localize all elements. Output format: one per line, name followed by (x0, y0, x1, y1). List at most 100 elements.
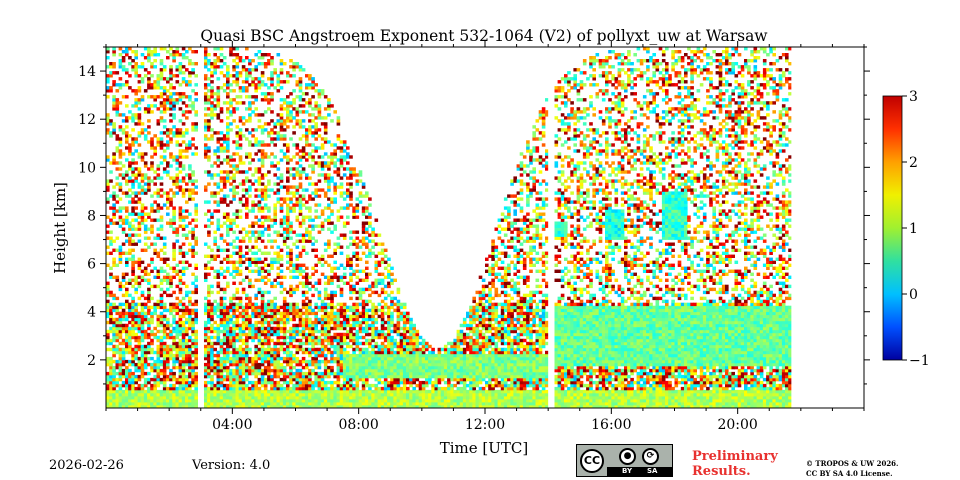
heatmap-cell (235, 308, 240, 313)
heatmap-cell (166, 77, 170, 81)
heatmap-cell (229, 396, 233, 400)
heatmap-cell (194, 396, 198, 400)
heatmap-cell (327, 405, 331, 409)
heatmap-cell (286, 353, 290, 358)
heatmap-cell (222, 338, 227, 343)
heatmap-cell (112, 122, 116, 126)
heatmap-cell (286, 396, 290, 400)
heatmap-cell (226, 389, 230, 394)
heatmap-cell (282, 236, 287, 240)
heatmap-cell (191, 393, 195, 397)
heatmap-cell (178, 206, 183, 210)
heatmap-cell (273, 320, 277, 325)
heatmap-cell (153, 362, 157, 367)
heatmap-cell (254, 269, 258, 273)
heatmap-cell (172, 326, 176, 331)
heatmap-cell (226, 347, 230, 352)
heatmap-cell (305, 266, 309, 270)
heatmap-cell (346, 332, 350, 337)
heatmap-cell (207, 260, 211, 264)
heatmap-cell (166, 131, 170, 135)
heatmap-cell (346, 281, 350, 285)
heatmap-cell (238, 323, 243, 328)
heatmap-cell (289, 362, 293, 367)
heatmap-cell (323, 206, 328, 210)
heatmap-cell (355, 389, 360, 394)
heatmap-cell (260, 140, 265, 144)
heatmap-cell (292, 308, 296, 313)
heatmap-cell (181, 167, 186, 171)
heatmap-cell (166, 50, 170, 54)
heatmap-cell (143, 302, 148, 307)
heatmap-cell (232, 353, 236, 358)
heatmap-cell (292, 143, 296, 147)
heatmap-cell (125, 104, 129, 108)
heatmap-cell (222, 215, 227, 219)
heatmap-cell (134, 149, 138, 153)
heatmap-cell (311, 95, 315, 99)
heatmap-cell (336, 380, 341, 385)
heatmap-cell (365, 377, 369, 382)
heatmap-cell (260, 399, 265, 403)
heatmap-cell (216, 389, 221, 394)
heatmap-cell (210, 173, 214, 177)
heatmap-cell (210, 266, 214, 270)
heatmap-cell (270, 308, 274, 313)
heatmap-cell (257, 80, 262, 84)
heatmap-cell (282, 296, 287, 301)
heatmap-cell (159, 269, 164, 273)
heatmap-cell (254, 365, 258, 370)
heatmap-cell (106, 335, 110, 340)
heatmap-cell (346, 365, 350, 370)
heatmap-cell (305, 338, 309, 343)
heatmap-cell (203, 224, 208, 228)
heatmap-cell (131, 302, 135, 307)
heatmap-cell (181, 405, 186, 409)
heatmap-cell (178, 218, 183, 222)
heatmap-cell (289, 305, 293, 310)
heatmap-cell (279, 383, 284, 388)
heatmap-cell (121, 131, 126, 135)
heatmap-cell (229, 329, 233, 334)
heatmap-cell (317, 113, 322, 117)
heatmap-cell (323, 393, 328, 397)
heatmap-cell (137, 185, 142, 189)
heatmap-cell (134, 338, 138, 343)
heatmap-cell (327, 140, 331, 144)
heatmap-cell (178, 251, 183, 255)
heatmap-cell (336, 347, 341, 352)
heatmap-cell (181, 233, 186, 237)
heatmap-cell (311, 272, 315, 276)
heatmap-cell (143, 218, 148, 222)
heatmap-cell (282, 305, 287, 310)
heatmap-cell (125, 206, 129, 210)
heatmap-cell (349, 191, 353, 195)
heatmap-cell (188, 368, 192, 373)
heatmap-cell (358, 341, 363, 346)
heatmap-cell (134, 74, 138, 78)
heatmap-cell (159, 396, 164, 400)
heatmap-cell (282, 335, 287, 340)
heatmap-cell (178, 215, 183, 219)
heatmap-cell (118, 251, 123, 255)
heatmap-cell (106, 74, 110, 78)
heatmap-cell (181, 194, 186, 198)
heatmap-cell (169, 266, 173, 270)
heatmap-cell (134, 323, 138, 328)
heatmap-cell (349, 377, 353, 382)
heatmap-cell (267, 278, 271, 282)
heatmap-cell (162, 341, 167, 346)
heatmap-cell (263, 65, 268, 69)
heatmap-cell (235, 71, 240, 75)
heatmap-cell (323, 179, 328, 183)
heatmap-cell (115, 182, 120, 186)
heatmap-cell (194, 405, 198, 409)
heatmap-cell (279, 329, 284, 334)
heatmap-cell (279, 116, 284, 120)
heatmap-cell (267, 320, 271, 325)
heatmap-cell (333, 393, 337, 397)
heatmap-cell (181, 272, 186, 276)
heatmap-cell (317, 350, 322, 355)
heatmap-cell (257, 399, 262, 403)
heatmap-cell (128, 344, 132, 349)
